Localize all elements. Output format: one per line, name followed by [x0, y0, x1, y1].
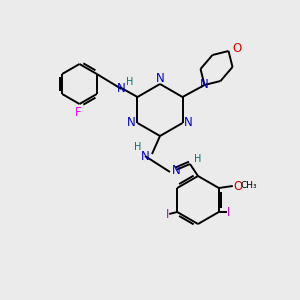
Text: N: N [127, 116, 136, 130]
Text: O: O [232, 43, 241, 56]
Text: F: F [75, 106, 82, 118]
Text: N: N [117, 82, 126, 95]
Text: H: H [126, 77, 133, 87]
Text: CH₃: CH₃ [241, 182, 257, 190]
Text: H: H [194, 154, 202, 164]
Text: H: H [134, 142, 142, 152]
Text: I: I [166, 208, 169, 220]
Text: I: I [227, 206, 230, 218]
Text: N: N [184, 116, 193, 130]
Text: N: N [156, 73, 164, 85]
Text: N: N [172, 164, 180, 176]
Text: N: N [200, 79, 209, 92]
Text: N: N [141, 149, 149, 163]
Text: O: O [233, 179, 242, 193]
